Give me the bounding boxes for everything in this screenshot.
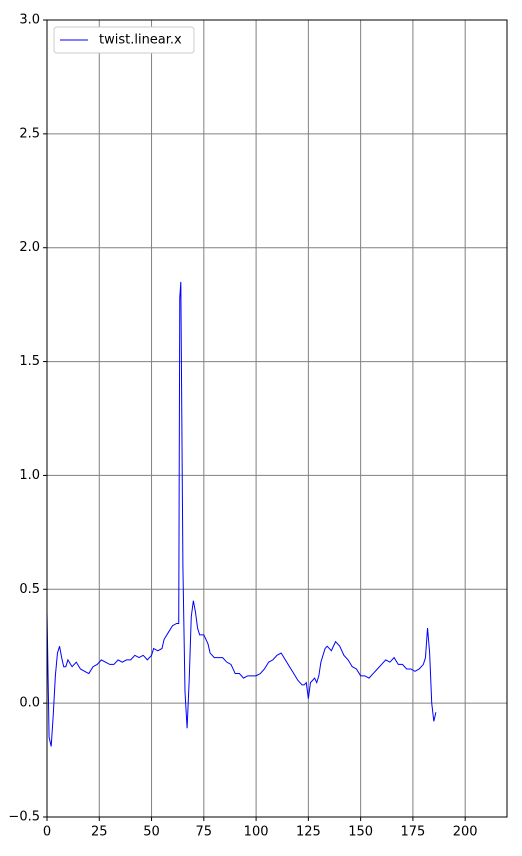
y-tick-label: 1.5	[19, 354, 40, 369]
legend-box	[53, 26, 195, 54]
y-tick-label: 3.0	[19, 13, 40, 28]
x-tick-label: 125	[296, 825, 321, 840]
y-tick-label: 1.0	[19, 468, 40, 483]
legend-label: twist.linear.x	[99, 33, 182, 48]
x-tick-label: 50	[143, 825, 160, 840]
y-tick-label: 2.5	[19, 126, 40, 141]
plot-frame	[46, 19, 508, 818]
y-tick-label: 2.0	[19, 240, 40, 255]
x-tick-label: 175	[400, 825, 425, 840]
y-tick-label: −0.5	[8, 810, 40, 825]
y-tick-label: 0.0	[19, 696, 40, 711]
y-tick-label: 0.5	[19, 582, 40, 597]
x-tick-label: 200	[453, 825, 478, 840]
x-tick-label: 25	[91, 825, 108, 840]
x-tick-label: 100	[244, 825, 269, 840]
x-tick-label: 150	[348, 825, 373, 840]
x-tick-label: 0	[43, 825, 51, 840]
legend: twist.linear.x	[53, 26, 195, 54]
data-line	[46, 281, 437, 747]
x-tick-label: 75	[196, 825, 213, 840]
